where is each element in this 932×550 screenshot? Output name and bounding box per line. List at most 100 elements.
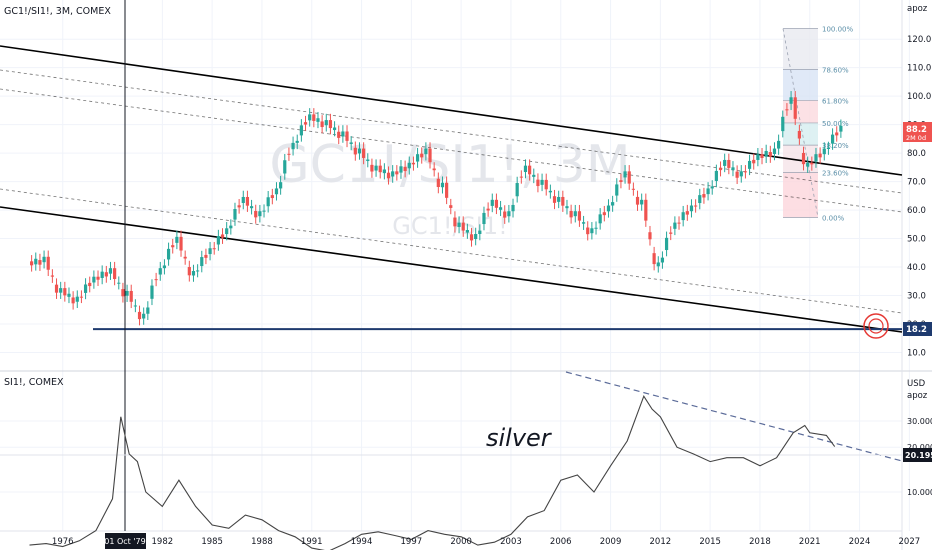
channel-line[interactable] xyxy=(0,88,903,213)
candle-body xyxy=(295,140,299,143)
support-value-text: 18.2 xyxy=(906,325,927,335)
watermark-small: GC1!/SI1! xyxy=(392,212,508,240)
sub-price-ticks: 30.000 20.000 10.000 xyxy=(907,417,932,497)
candle-body xyxy=(366,159,370,162)
candle-body xyxy=(652,253,656,265)
main-price-tick: 50.0 xyxy=(907,235,926,245)
channel-line[interactable] xyxy=(0,69,903,194)
time-tick-label: 1982 xyxy=(152,537,174,547)
candle-body xyxy=(449,205,453,208)
candle-body xyxy=(179,236,183,251)
highlight-circle[interactable] xyxy=(863,313,889,339)
candle-body xyxy=(830,134,835,144)
candle-body xyxy=(523,165,528,173)
candle-body xyxy=(611,202,615,206)
candle-body xyxy=(345,131,349,141)
candle-body xyxy=(698,195,702,204)
candle-body xyxy=(839,125,843,132)
candle-body xyxy=(146,307,150,314)
watermark-large: GC1!/SI1!, 3M xyxy=(269,135,630,195)
candle-body xyxy=(710,186,714,189)
candle-body xyxy=(519,176,523,178)
candle-body xyxy=(92,276,96,283)
main-grid xyxy=(0,0,910,531)
candle-body xyxy=(196,270,200,272)
candle-body xyxy=(349,142,353,144)
candle-body xyxy=(150,285,154,299)
candle-body xyxy=(117,282,121,284)
candle-body xyxy=(764,150,768,157)
channel-line[interactable] xyxy=(0,188,903,314)
candle-body xyxy=(702,194,706,198)
candle-body xyxy=(739,171,743,177)
sub-symbol-title[interactable]: SI1!, COMEX xyxy=(4,377,64,388)
last-value-text: 88.2 xyxy=(906,125,927,135)
candle-body xyxy=(245,196,250,206)
silver-trendline[interactable] xyxy=(565,371,903,462)
candle-body xyxy=(681,212,685,221)
fib-zone xyxy=(783,28,818,70)
candle-body xyxy=(706,188,710,195)
candles-series[interactable] xyxy=(30,91,843,326)
candle-body xyxy=(669,232,673,234)
candle-body xyxy=(623,171,627,178)
candle-body xyxy=(262,210,266,212)
candle-body xyxy=(42,256,46,263)
silver-price-line[interactable] xyxy=(29,394,836,550)
candle-body xyxy=(79,296,84,298)
candle-body xyxy=(303,122,308,125)
time-tick-label: 1976 xyxy=(52,537,74,547)
candle-body xyxy=(320,121,324,128)
sub-price-tick: 20.000 xyxy=(907,443,932,452)
candle-body xyxy=(801,152,806,165)
candle-body xyxy=(660,257,665,263)
candle-body xyxy=(503,211,507,218)
time-tick-label: 1991 xyxy=(301,537,323,547)
main-symbol-title[interactable]: GC1!/SI1!, 3M, COMEX xyxy=(4,6,111,17)
time-tick-label: 2000 xyxy=(450,537,472,547)
candle-body xyxy=(162,265,167,269)
candle-body xyxy=(233,209,237,220)
candle-body xyxy=(436,178,440,188)
candle-body xyxy=(461,222,465,231)
candle-body xyxy=(204,254,208,258)
fib-level-label: 100.00% xyxy=(822,26,853,34)
candle-body xyxy=(142,313,146,319)
main-price-tick: 120.0 xyxy=(907,35,931,45)
sub-price-tick: 10.000 xyxy=(907,488,932,497)
candle-body xyxy=(457,222,461,227)
sub-axis-unit-usd: USD xyxy=(907,379,926,389)
candle-body xyxy=(656,262,660,267)
candle-body xyxy=(428,148,432,163)
candle-body xyxy=(544,179,548,190)
fib-zone xyxy=(783,100,818,123)
candle-body xyxy=(96,276,100,280)
candle-body xyxy=(772,148,777,154)
fib-trend-line xyxy=(782,28,819,218)
time-tick-label: 1985 xyxy=(201,537,223,547)
candle-body xyxy=(270,195,274,199)
main-price-tick: 100.0 xyxy=(907,92,931,102)
channel-lines[interactable] xyxy=(0,45,903,333)
candle-body xyxy=(498,207,503,210)
candle-body xyxy=(100,271,104,278)
candle-body xyxy=(714,170,718,181)
candle-body xyxy=(573,211,577,217)
silver-annotation[interactable]: silver xyxy=(486,424,553,452)
candle-body xyxy=(590,228,594,234)
candle-body xyxy=(718,167,723,171)
channel-line[interactable] xyxy=(0,206,903,333)
candle-body xyxy=(445,182,449,198)
candle-body xyxy=(353,147,357,155)
time-tick-label: 2012 xyxy=(650,537,672,547)
candle-body xyxy=(789,97,793,104)
main-price-ticks: 120.0110.0100.090.080.070.060.050.040.03… xyxy=(907,35,931,358)
candle-body xyxy=(104,272,108,277)
candle-body xyxy=(395,171,399,175)
candle-body xyxy=(158,268,162,275)
candle-body xyxy=(731,167,735,170)
time-tick-label: 2006 xyxy=(550,537,572,547)
fib-level-label: 23.60% xyxy=(822,169,849,177)
candle-body xyxy=(685,211,689,215)
channel-line[interactable] xyxy=(0,45,903,176)
